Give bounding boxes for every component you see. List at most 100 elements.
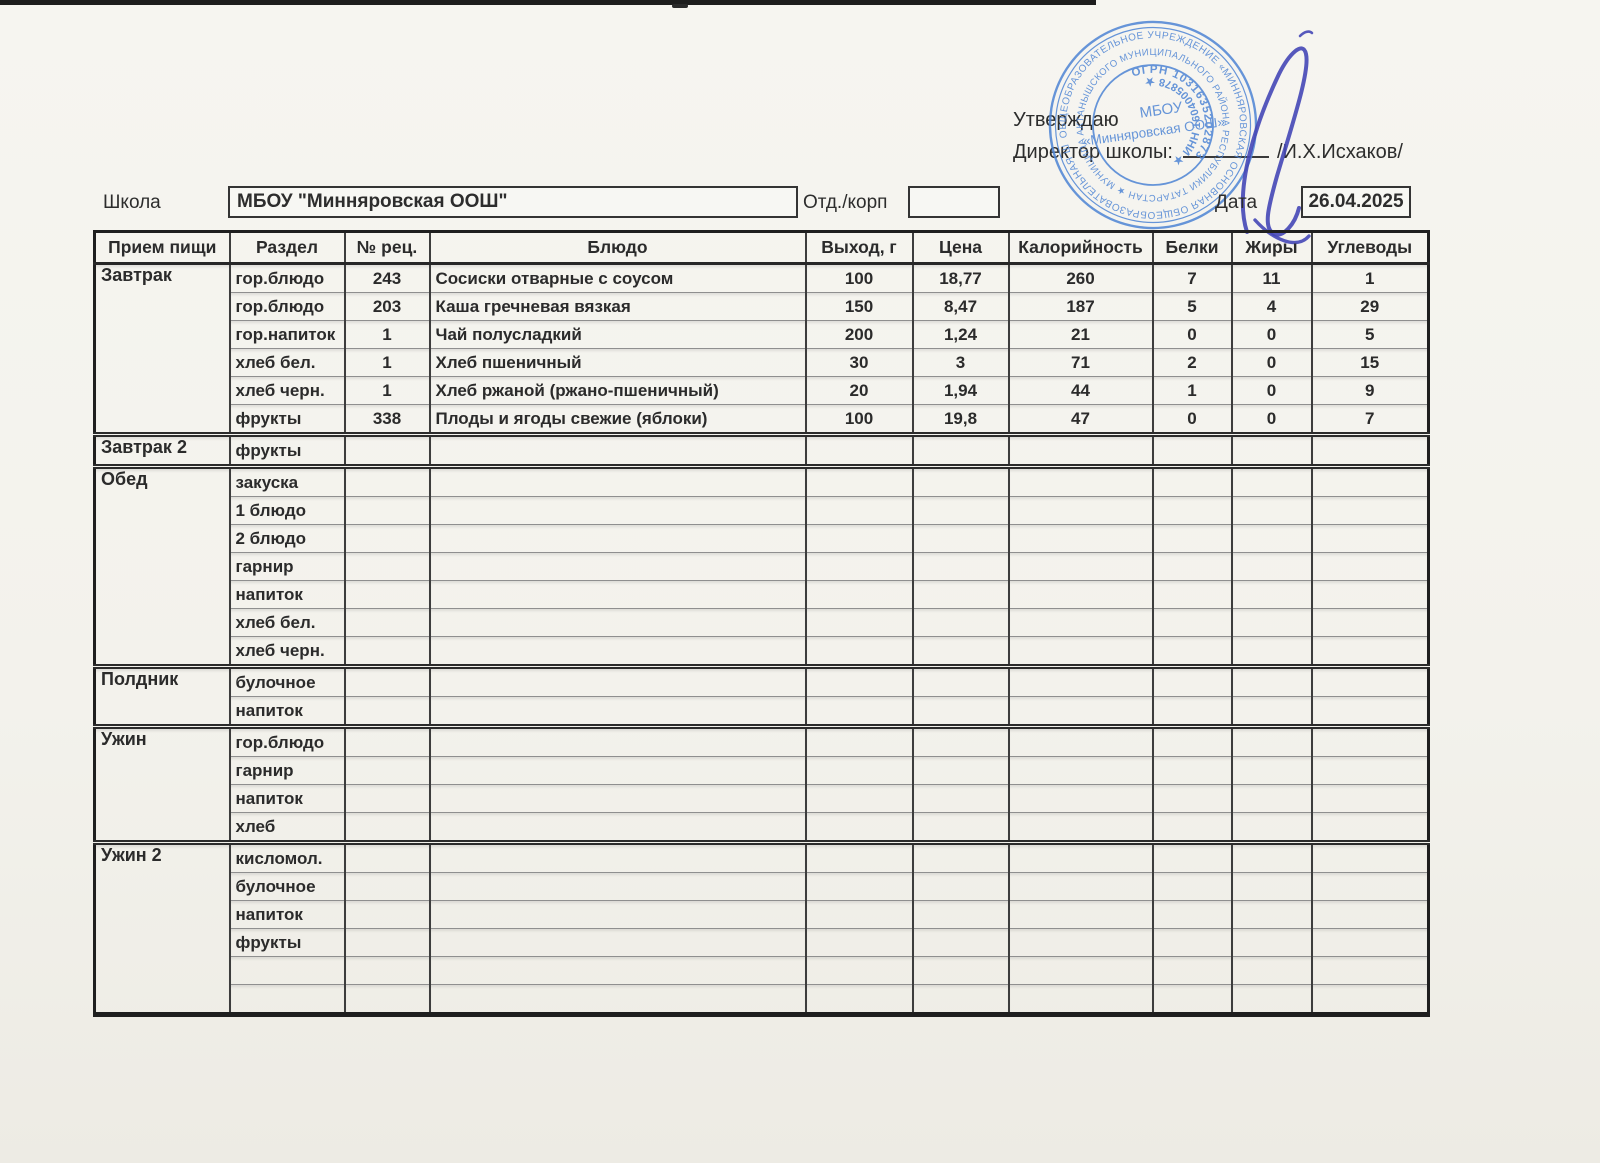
calories-cell xyxy=(1007,984,1153,1015)
protein-cell xyxy=(1151,984,1232,1015)
carbs-cell xyxy=(1310,432,1429,467)
carbs-cell xyxy=(1310,496,1429,525)
table-row: 1 блюдо xyxy=(95,496,1429,525)
fat-cell xyxy=(1230,580,1312,609)
dish-cell xyxy=(428,464,806,497)
recipe-no-cell xyxy=(343,900,430,929)
dish-cell xyxy=(428,636,806,667)
price-cell xyxy=(911,608,1009,637)
protein-cell xyxy=(1151,524,1232,553)
protein-cell xyxy=(1151,496,1232,525)
calories-cell xyxy=(1007,432,1153,467)
dish-cell xyxy=(428,580,806,609)
stamp-center-line1: МБОУ xyxy=(1139,99,1184,122)
price-cell xyxy=(911,464,1009,497)
razdel-cell: напиток xyxy=(228,696,345,727)
fat-cell xyxy=(1230,464,1312,497)
razdel-cell: гор.блюдо xyxy=(228,724,345,757)
carbs-cell xyxy=(1310,696,1429,727)
dish-cell xyxy=(428,664,806,697)
razdel-cell xyxy=(228,984,345,1015)
fat-cell xyxy=(1230,552,1312,581)
output-cell xyxy=(804,664,913,697)
razdel-cell: гарнир xyxy=(228,552,345,581)
protein-cell xyxy=(1151,900,1232,929)
recipe-no-cell xyxy=(343,928,430,957)
protein-cell: 2 xyxy=(1151,348,1232,377)
table-row: Обед закуска xyxy=(93,464,1429,667)
dish-cell xyxy=(428,552,806,581)
carbs-cell xyxy=(1310,756,1429,785)
output-cell xyxy=(804,900,913,929)
razdel-cell: кисломол. xyxy=(228,840,345,873)
fat-cell xyxy=(1230,956,1312,985)
price-cell xyxy=(911,984,1009,1015)
signature-blank-line xyxy=(1182,138,1269,158)
price-cell xyxy=(911,696,1009,727)
table-row xyxy=(95,984,1429,1015)
razdel-cell: булочное xyxy=(228,872,345,901)
fat-cell xyxy=(1230,872,1312,901)
dish-cell xyxy=(428,784,806,813)
protein-cell xyxy=(1151,580,1232,609)
protein-cell: 1 xyxy=(1151,376,1232,405)
table-row: напиток xyxy=(95,900,1429,929)
dish-cell xyxy=(428,496,806,525)
table-row: хлеб черн. xyxy=(95,636,1429,667)
dish-cell: Сосиски отварные с соусом xyxy=(428,263,806,293)
dish-cell xyxy=(428,900,806,929)
carbs-cell xyxy=(1310,984,1429,1015)
table-row: фрукты xyxy=(95,928,1429,957)
date-value: 26.04.2025 xyxy=(1308,191,1404,212)
price-cell xyxy=(911,552,1009,581)
carbs-cell xyxy=(1310,636,1429,667)
stamp-outer-circle-2 xyxy=(1054,26,1252,224)
date-label: Дата xyxy=(1215,192,1258,213)
recipe-no-cell: 1 xyxy=(343,348,430,377)
dish-cell: Каша гречневая вязкая xyxy=(428,292,806,321)
razdel-cell: напиток xyxy=(228,580,345,609)
table-row: Ужин 2 кисломол. xyxy=(93,840,1429,1015)
column-header: Прием пищи xyxy=(93,231,230,265)
razdel-cell: гор.блюдо xyxy=(228,263,345,293)
recipe-no-cell xyxy=(343,608,430,637)
razdel-cell: фрукты xyxy=(228,928,345,957)
price-cell xyxy=(911,784,1009,813)
recipe-no-cell xyxy=(343,464,430,497)
output-cell xyxy=(804,984,913,1015)
calories-cell xyxy=(1007,524,1153,553)
price-cell xyxy=(911,900,1009,929)
calories-cell xyxy=(1007,552,1153,581)
price-cell: 19,8 xyxy=(911,404,1009,435)
output-cell xyxy=(804,872,913,901)
price-cell xyxy=(911,580,1009,609)
calories-cell xyxy=(1007,956,1153,985)
calories-cell xyxy=(1007,464,1153,497)
director-signature xyxy=(1240,30,1314,245)
table-row: хлеб черн. 1 Хлеб ржаной (ржано-пшеничный)… xyxy=(95,376,1429,405)
calories-cell: 21 xyxy=(1007,320,1153,349)
carbs-cell: 1 xyxy=(1310,263,1429,293)
school-round-stamp: ОБЩЕОБРАЗОВАТЕЛЬНОЕ УЧРЕЖДЕНИЕ «МИННЯРОВ… xyxy=(1017,0,1266,243)
output-cell xyxy=(804,432,913,467)
protein-cell xyxy=(1151,464,1232,497)
price-cell: 18,77 xyxy=(911,263,1009,293)
recipe-no-cell: 203 xyxy=(343,292,430,321)
dish-cell xyxy=(428,812,806,843)
fat-cell xyxy=(1230,784,1312,813)
table-row: напиток xyxy=(95,784,1429,813)
school-label: Школа xyxy=(103,192,161,213)
protein-cell: 7 xyxy=(1151,263,1232,293)
recipe-no-cell: 338 xyxy=(343,404,430,435)
fat-cell xyxy=(1230,756,1312,785)
table-row: гарнир xyxy=(95,552,1429,581)
recipe-no-cell xyxy=(343,756,430,785)
dish-cell xyxy=(428,872,806,901)
razdel-cell: хлеб бел. xyxy=(228,348,345,377)
protein-cell xyxy=(1151,636,1232,667)
price-cell xyxy=(911,840,1009,873)
menu-header-row: Прием пищи Раздел № рец. Блюдо Выход, г Цена К… xyxy=(93,231,1429,265)
output-cell xyxy=(804,464,913,497)
price-cell xyxy=(911,524,1009,553)
protein-cell xyxy=(1151,552,1232,581)
